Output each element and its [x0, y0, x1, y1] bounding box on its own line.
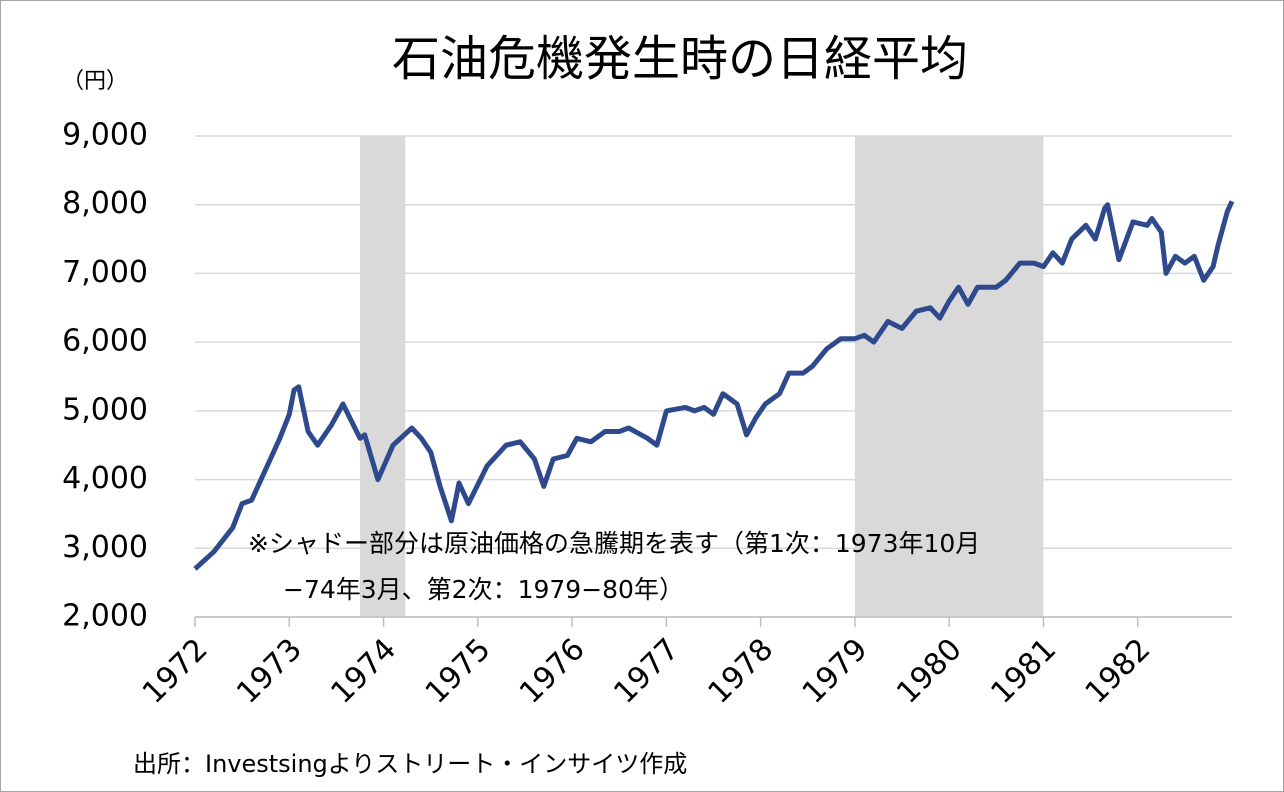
y-tick-label: 5,000 [62, 392, 148, 427]
chart-title: 石油危機発生時の日経平均 [392, 31, 968, 87]
annotation: ※シャドー部分は原油価格の急騰期を表す（第1次：1973年10月 [248, 529, 980, 558]
shaded-period [359, 136, 406, 617]
y-tick-label: 9,000 [62, 118, 148, 153]
y-tick-label: 7,000 [62, 255, 148, 290]
y-unit-label: （円） [62, 69, 128, 94]
price-line [193, 200, 1235, 571]
source-note: 出所：Investsingよりストリート・インサイツ作成 [133, 750, 687, 778]
y-tick-label: 2,000 [62, 599, 148, 634]
annotation: −74年3月、第2次：1979−80年） [283, 575, 684, 604]
y-tick-label: 3,000 [62, 530, 148, 565]
y-tick-label: 6,000 [62, 324, 148, 359]
shaded-period [854, 136, 1044, 617]
y-tick-label: 8,000 [62, 186, 148, 221]
y-tick-label: 4,000 [62, 461, 148, 496]
